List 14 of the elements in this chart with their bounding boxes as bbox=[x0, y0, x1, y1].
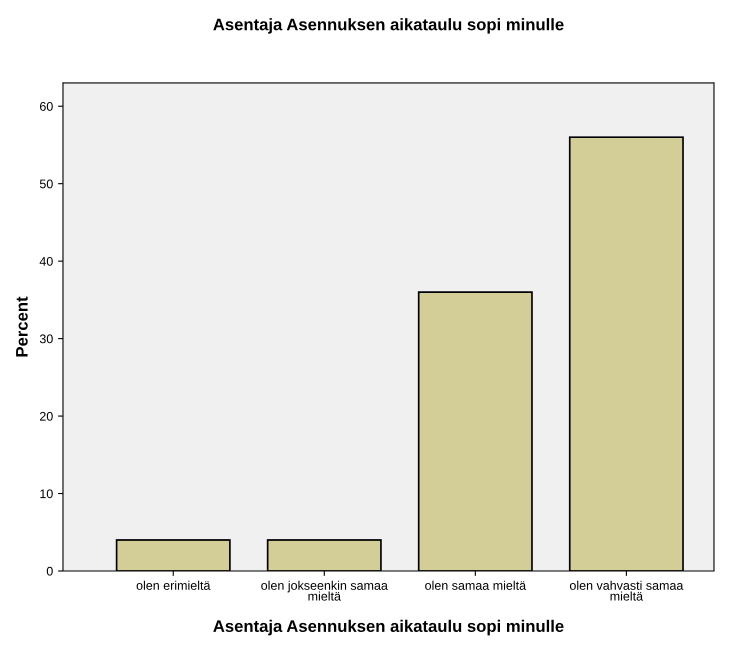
x-tick-label: olen samaa mieltä bbox=[425, 580, 526, 590]
y-axis-title: Percent bbox=[16, 296, 28, 356]
y-tick-label: 40 bbox=[40, 256, 53, 266]
y-tick-label: 20 bbox=[40, 412, 53, 421]
y-tick-label: 30 bbox=[40, 334, 53, 344]
x-tick-label: olen vahvasti samaa mieltä bbox=[570, 580, 684, 601]
y-tick-label: 50 bbox=[40, 179, 53, 188]
y-tick-label: 0 bbox=[46, 566, 53, 576]
x-tick-label: olen erimieltä bbox=[136, 580, 210, 590]
x-axis-title: Asentaja Asennuksen aikataulu sopi minulle bbox=[213, 620, 564, 636]
y-tick-label: 60 bbox=[40, 102, 53, 111]
y-tick-label: 10 bbox=[40, 489, 53, 498]
x-tick-label: olen jokseenkin samaa mieltä bbox=[261, 580, 388, 601]
chart-title: Asentaja Asennuksen aikataulu sopi minulle bbox=[213, 18, 564, 34]
